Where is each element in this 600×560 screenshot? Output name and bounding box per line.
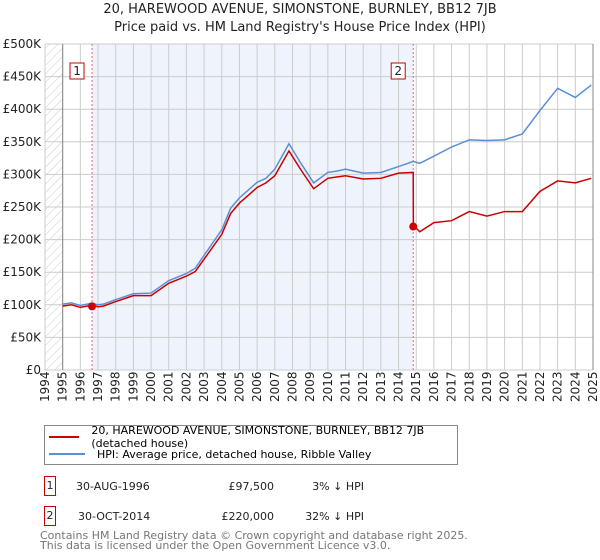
- x-tick-label: 2025: [586, 371, 600, 402]
- y-tick-label: £350K: [3, 135, 43, 149]
- y-tick-label: £450K: [3, 70, 43, 84]
- x-tick-label: 1996: [73, 371, 87, 402]
- legend-swatch-red: [49, 436, 80, 438]
- x-tick-label: 2024: [568, 371, 582, 402]
- x-tick-label: 2010: [321, 371, 335, 402]
- x-tick-label: 2002: [179, 371, 193, 402]
- y-tick-label: £300K: [3, 167, 43, 181]
- y-tick-label: £400K: [3, 102, 43, 116]
- sale-point: [88, 302, 97, 311]
- property-line: [62, 149, 592, 309]
- x-tick-label: 2004: [215, 371, 229, 402]
- chart-subtitle: Price paid vs. HM Land Registry's House …: [114, 20, 486, 35]
- legend: 20, HAREWOOD AVENUE, SIMONSTONE, BURNLEY…: [44, 424, 458, 465]
- x-tick-label: 2007: [268, 371, 282, 402]
- x-tick-label: 2001: [162, 371, 176, 402]
- x-tick-label: 2014: [392, 371, 406, 402]
- x-tick-label: 1994: [38, 371, 52, 402]
- annotation-box: [69, 62, 85, 80]
- transaction-price: £97,500: [228, 480, 275, 493]
- marker-badge: 2: [44, 506, 56, 526]
- transaction-hpi: 32% ↓ HPI: [305, 510, 364, 523]
- x-tick-label: 2019: [480, 371, 494, 402]
- x-tick-label: 2022: [533, 371, 547, 402]
- annotation-label: 2: [394, 64, 402, 78]
- transaction-date: 30-AUG-1996: [76, 480, 150, 493]
- x-tick-label: 1995: [56, 371, 70, 402]
- legend-label: HPI: Average price, detached house, Ribb…: [97, 447, 372, 461]
- x-tick-label: 2013: [374, 371, 388, 402]
- x-tick-label: 2016: [427, 371, 441, 402]
- hpi-line: [62, 84, 592, 307]
- x-tick-label: 2006: [250, 371, 264, 402]
- plot-area: £0 £50K £100K £150K £200K £250K £300K £350K £400…: [3, 37, 600, 402]
- footer: Contains HM Land Registry data © Crown c…: [40, 529, 468, 552]
- x-tick-label: 2018: [462, 371, 476, 402]
- footer-line: Contains HM Land Registry data © Crown c…: [40, 529, 468, 542]
- transaction-price: £220,000: [221, 510, 275, 523]
- chart-title: 20, HAREWOOD AVENUE, SIMONSTONE, BURNLEY…: [103, 2, 497, 17]
- legend-item-hpi: HPI: Average price, detached house, Ribb…: [45, 446, 371, 462]
- x-tick-label: 2003: [197, 371, 211, 402]
- y-tick-label: £100K: [3, 298, 43, 312]
- x-tick-label: 2015: [409, 371, 423, 402]
- x-tick-label: 2011: [339, 371, 353, 402]
- footer-line: This data is licensed under the Open Gov…: [40, 539, 391, 552]
- marker-badge: 1: [44, 476, 56, 496]
- y-tick-label: £250K: [3, 200, 43, 214]
- x-tick-label: 1998: [109, 371, 123, 402]
- annotation-label: 1: [73, 64, 81, 78]
- y-tick-label: £50K: [10, 330, 42, 344]
- x-tick-label: 2012: [356, 371, 370, 402]
- x-tick-label: 2000: [144, 371, 158, 402]
- x-tick-label: 1999: [126, 371, 140, 402]
- y-tick-label: £0: [26, 363, 41, 377]
- x-tick-label: 2021: [515, 371, 529, 402]
- y-tick-label: £200K: [3, 233, 43, 247]
- x-tick-label: 2017: [445, 371, 459, 402]
- sale-point: [409, 222, 418, 231]
- legend-label: 20, HAREWOOD AVENUE, SIMONSTONE, BURNLEY…: [91, 424, 425, 450]
- x-tick-label: 2023: [551, 371, 565, 402]
- transaction-hpi: 3% ↓ HPI: [312, 480, 364, 493]
- y-tick-label: £150K: [3, 265, 43, 279]
- legend-swatch-blue: [49, 453, 85, 455]
- x-tick-label: 2009: [303, 371, 317, 402]
- x-tick-label: 2008: [285, 371, 299, 402]
- annotation-box: [390, 62, 406, 80]
- transaction-date: 30-OCT-2014: [78, 510, 151, 523]
- y-tick-label: £500K: [3, 37, 43, 51]
- x-tick-label: 2005: [232, 371, 246, 402]
- x-tick-label: 2020: [498, 371, 512, 402]
- legend-item-property: 20, HAREWOOD AVENUE, SIMONSTONE, BURNLEY…: [45, 424, 457, 450]
- x-tick-label: 1997: [91, 371, 105, 402]
